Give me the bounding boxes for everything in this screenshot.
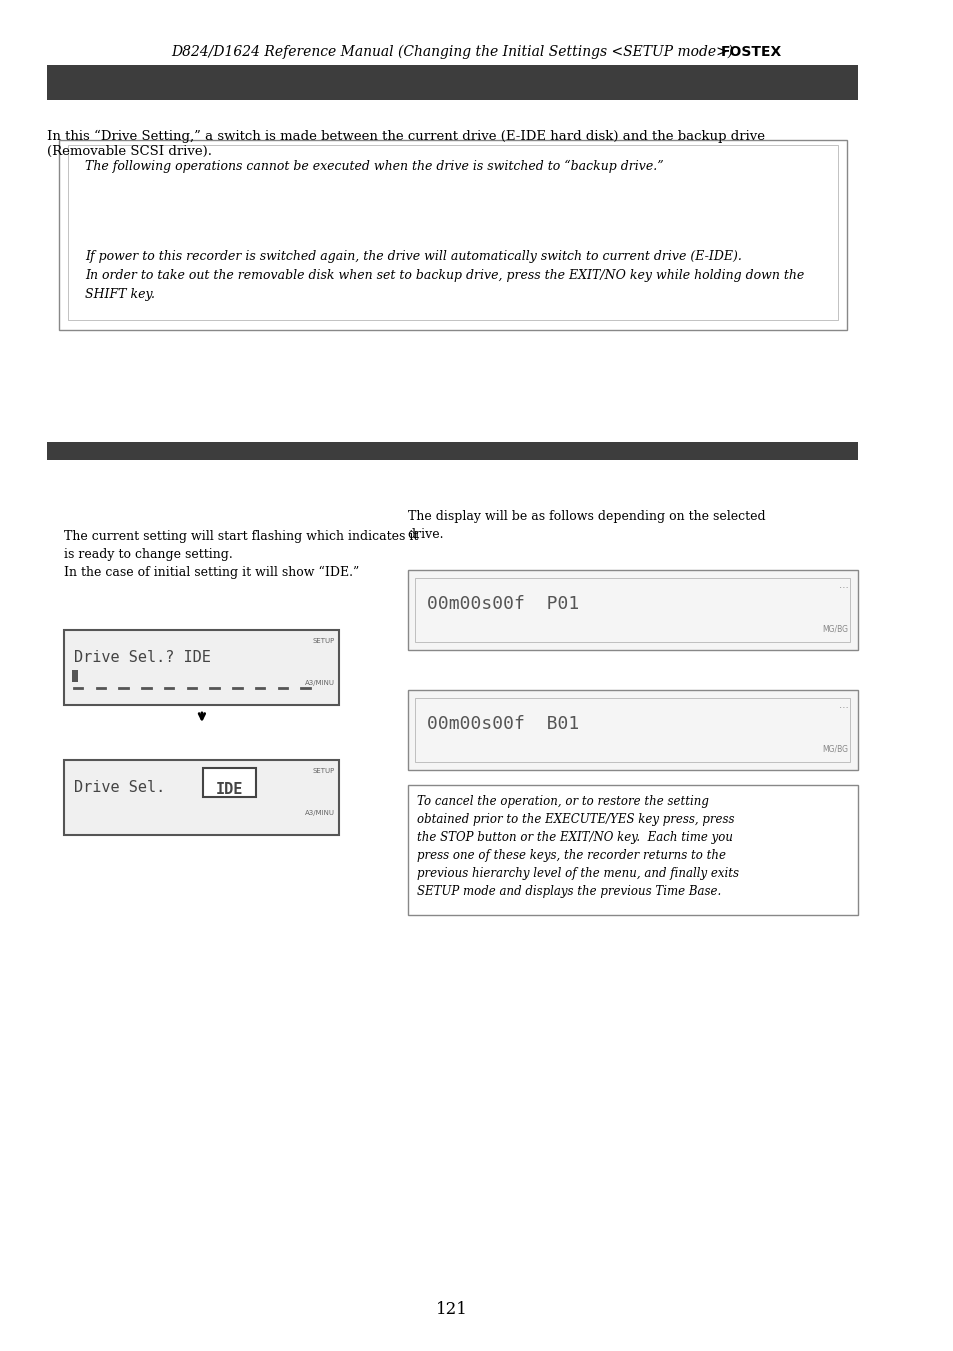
FancyBboxPatch shape [65,761,339,835]
Text: …: … [838,580,847,590]
Text: …: … [838,700,847,711]
Text: The current setting will start flashing which indicates it
is ready to change se: The current setting will start flashing … [65,530,418,580]
Text: Drive Sel.? IDE: Drive Sel.? IDE [74,650,211,665]
Text: FOSTEX: FOSTEX [720,45,781,59]
Text: D824/D1624 Reference Manual (Changing the Initial Settings <SETUP mode>): D824/D1624 Reference Manual (Changing th… [171,45,733,59]
Text: MG/BG: MG/BG [821,626,847,634]
Text: The display will be as follows depending on the selected
drive.: The display will be as follows depending… [407,509,764,540]
Text: A3/MINU: A3/MINU [304,680,335,686]
Text: If power to this recorder is switched again, the drive will automatically switch: If power to this recorder is switched ag… [85,250,803,301]
FancyBboxPatch shape [415,578,849,642]
FancyBboxPatch shape [69,145,837,320]
Text: MG/BG: MG/BG [821,744,847,754]
Text: SETUP: SETUP [312,638,335,644]
FancyBboxPatch shape [407,690,857,770]
FancyBboxPatch shape [407,570,857,650]
FancyBboxPatch shape [415,698,849,762]
Bar [48,65,857,100]
Text: The following operations cannot be executed when the drive is switched to “backu: The following operations cannot be execu… [85,159,663,173]
Bar [48,442,857,459]
Text: To cancel the operation, or to restore the setting
obtained prior to the EXECUTE: To cancel the operation, or to restore t… [416,794,739,898]
Text: 00m00s00f  B01: 00m00s00f B01 [426,715,578,734]
FancyBboxPatch shape [59,141,846,330]
Text: In this “Drive Setting,” a switch is made between the current drive (E-IDE hard : In this “Drive Setting,” a switch is mad… [48,130,764,158]
Text: 00m00s00f  P01: 00m00s00f P01 [426,594,578,613]
Text: Drive Sel.: Drive Sel. [74,780,165,794]
Text: 121: 121 [436,1301,468,1319]
FancyBboxPatch shape [407,785,857,915]
FancyBboxPatch shape [203,767,255,797]
Text: SETUP: SETUP [312,767,335,774]
FancyBboxPatch shape [65,630,339,705]
Bar [72,670,77,682]
Text: A3/MINU: A3/MINU [304,811,335,816]
Text: IDE: IDE [215,782,243,797]
